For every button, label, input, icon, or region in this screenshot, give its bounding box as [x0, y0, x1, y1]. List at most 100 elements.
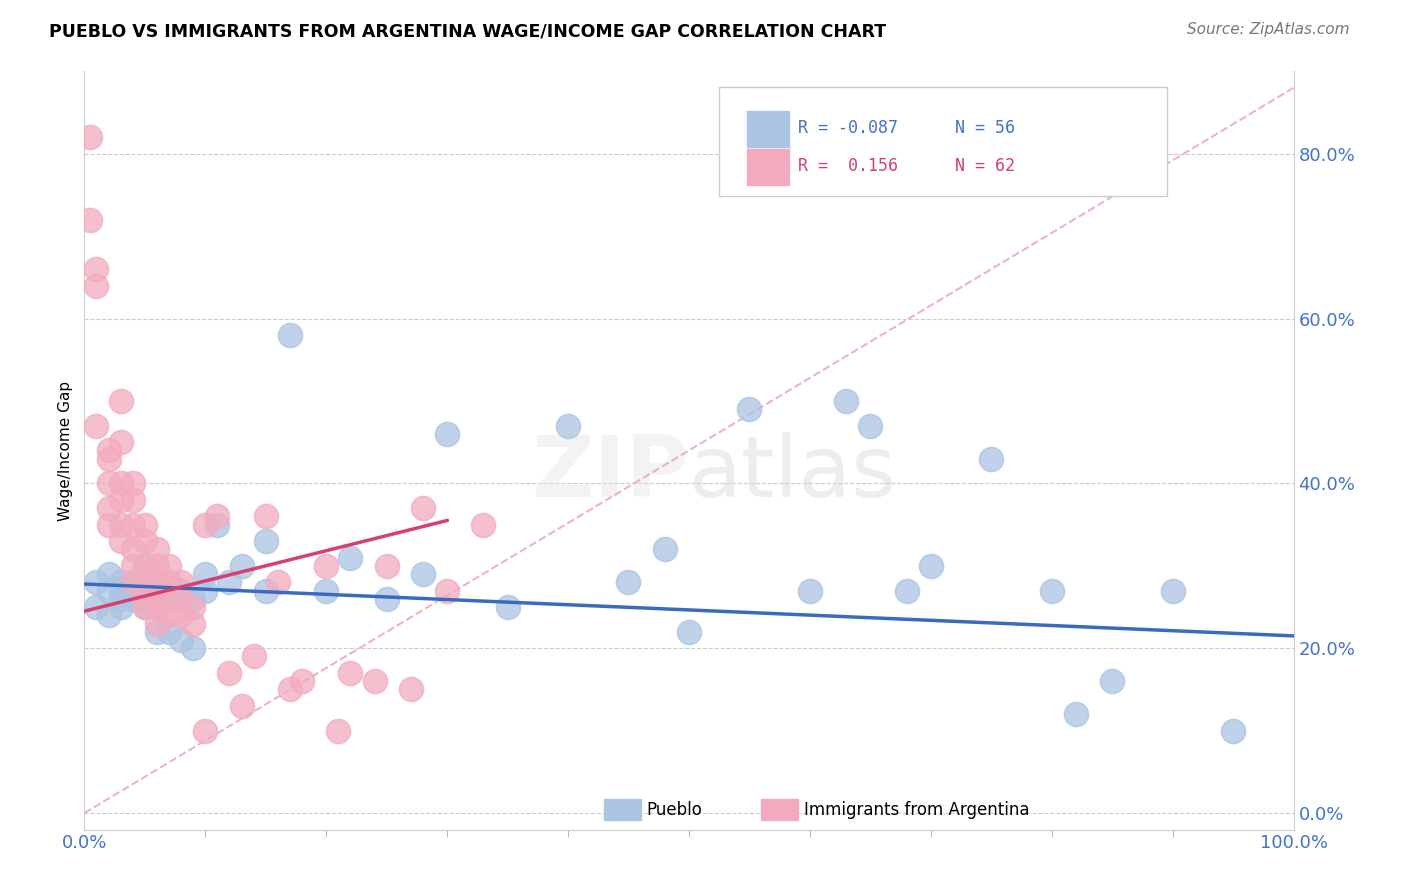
Point: [146, 591, 169, 606]
Point: [194, 583, 217, 598]
Point: [436, 583, 458, 598]
Point: [86, 575, 108, 590]
Point: [496, 600, 519, 615]
Point: [121, 542, 143, 557]
Point: [181, 641, 204, 656]
Point: [678, 624, 700, 639]
Point: [146, 558, 169, 573]
Point: [110, 394, 132, 409]
Point: [278, 328, 301, 343]
Point: [412, 501, 434, 516]
Point: [134, 591, 156, 606]
Point: [110, 492, 132, 507]
Point: [146, 600, 169, 615]
Point: [218, 575, 240, 590]
Point: [86, 262, 108, 277]
Point: [207, 517, 229, 532]
Point: [896, 583, 918, 598]
FancyBboxPatch shape: [605, 799, 641, 821]
FancyBboxPatch shape: [762, 799, 797, 821]
Point: [134, 534, 156, 549]
Point: [181, 616, 204, 631]
Text: PUEBLO VS IMMIGRANTS FROM ARGENTINA WAGE/INCOME GAP CORRELATION CHART: PUEBLO VS IMMIGRANTS FROM ARGENTINA WAGE…: [49, 22, 886, 40]
Point: [157, 608, 180, 623]
Point: [79, 212, 101, 227]
Point: [121, 558, 143, 573]
Point: [315, 558, 337, 573]
Point: [121, 583, 143, 598]
Point: [218, 665, 240, 680]
Point: [157, 591, 180, 606]
Point: [110, 534, 132, 549]
Point: [738, 402, 761, 417]
Point: [194, 517, 217, 532]
Point: [181, 591, 204, 606]
Point: [110, 476, 132, 491]
Point: [86, 418, 108, 433]
Point: [97, 567, 120, 582]
Point: [110, 517, 132, 532]
Point: [1040, 583, 1063, 598]
Point: [1222, 723, 1244, 738]
Point: [278, 682, 301, 697]
Point: [328, 723, 350, 738]
Y-axis label: Wage/Income Gap: Wage/Income Gap: [58, 380, 73, 521]
Point: [121, 575, 143, 590]
Text: R =  0.156: R = 0.156: [797, 157, 898, 175]
Point: [97, 583, 120, 598]
Point: [339, 665, 361, 680]
Point: [121, 591, 143, 606]
Point: [134, 558, 156, 573]
Text: Pueblo: Pueblo: [647, 801, 703, 819]
Point: [86, 600, 108, 615]
Text: ZIP: ZIP: [531, 432, 689, 515]
Point: [134, 591, 156, 606]
Point: [315, 583, 337, 598]
Point: [375, 591, 398, 606]
Point: [375, 558, 398, 573]
Point: [97, 443, 120, 458]
Point: [86, 278, 108, 293]
Point: [231, 558, 253, 573]
Point: [242, 649, 264, 664]
Point: [79, 130, 101, 145]
Text: N = 62: N = 62: [955, 157, 1015, 175]
Point: [207, 509, 229, 524]
Point: [1101, 674, 1123, 689]
Point: [146, 591, 169, 606]
Point: [97, 476, 120, 491]
Point: [254, 534, 277, 549]
Point: [110, 435, 132, 450]
Point: [472, 517, 495, 532]
Point: [146, 575, 169, 590]
Point: [194, 567, 217, 582]
Point: [134, 600, 156, 615]
Point: [121, 517, 143, 532]
Point: [134, 517, 156, 532]
Point: [617, 575, 640, 590]
FancyBboxPatch shape: [747, 149, 789, 186]
Point: [170, 591, 193, 606]
Point: [97, 608, 120, 623]
Point: [399, 682, 422, 697]
Text: atlas: atlas: [689, 432, 897, 515]
Point: [799, 583, 821, 598]
Point: [170, 575, 193, 590]
Point: [146, 583, 169, 598]
Point: [835, 394, 858, 409]
Point: [194, 723, 217, 738]
Point: [97, 451, 120, 466]
Point: [97, 517, 120, 532]
Point: [110, 600, 132, 615]
Point: [157, 558, 180, 573]
Point: [980, 451, 1002, 466]
Point: [121, 492, 143, 507]
Point: [110, 583, 132, 598]
Point: [157, 591, 180, 606]
Point: [436, 427, 458, 442]
Point: [157, 624, 180, 639]
Point: [146, 624, 169, 639]
Point: [146, 600, 169, 615]
Point: [170, 608, 193, 623]
Point: [859, 418, 882, 433]
